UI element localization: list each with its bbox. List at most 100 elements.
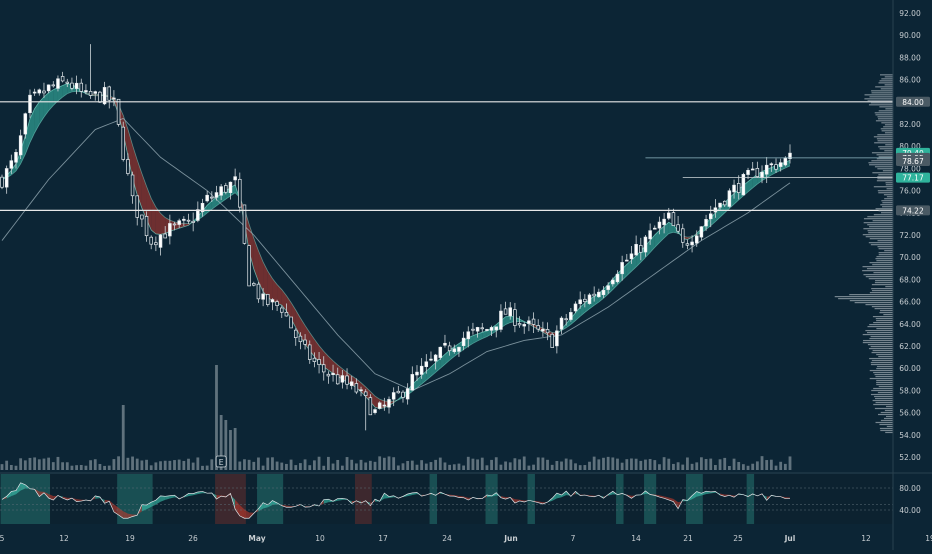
volume-profile-bar [881,420,893,421]
volume-bar [94,459,97,470]
candle-body [388,399,391,407]
candle-body [719,203,722,207]
x-tick-label: May [248,534,265,543]
volume-profile-bar [876,120,893,121]
volume-bar [71,466,74,470]
volume-profile-bar [871,102,893,103]
volume-profile-bar [876,208,893,209]
candle-body [448,346,451,351]
volume-profile-bar [879,82,893,83]
volume-bar [500,465,503,470]
volume-bar [257,458,260,470]
candle-body [411,374,414,390]
volume-profile-bar [850,300,893,301]
volume-profile-bar [871,90,893,91]
oscillator-zone [486,474,498,524]
candle-body [495,327,498,330]
candle-body [667,213,670,218]
volume-profile-bar [873,404,893,405]
candle-body [537,326,540,330]
candle-body [341,376,344,383]
candle-body [593,294,596,296]
volume-bar [625,459,628,470]
candle-body [369,398,372,415]
volume-bar [681,465,684,470]
volume-bar [187,459,190,470]
volume-bar [728,466,731,470]
volume-bar [476,459,479,470]
candle-body [159,235,162,247]
volume-profile-bar [872,360,893,361]
volume-bar [238,462,241,470]
volume-profile-bar [879,252,893,253]
volume-bar [10,465,13,470]
candle-body [639,245,642,252]
volume-bar [33,457,36,470]
candle-body [318,359,321,364]
candle-body [514,310,517,326]
candle-body [10,161,13,169]
candle-body [737,183,740,192]
volume-profile-bar [880,74,893,75]
candle-body [220,187,223,196]
candle-body [47,85,50,91]
volume-bar [38,459,41,470]
volume-profile-bar [880,430,893,431]
candle-body [569,312,572,319]
volume-bar [341,466,344,470]
candle-body [621,262,624,273]
volume-bar [5,461,8,470]
candle-body [5,169,8,188]
volume-profile-bar [875,114,893,115]
volume-bar [304,459,307,470]
volume-bar [765,460,768,470]
volume-profile-bar [871,364,893,365]
volume-profile-bar [879,424,893,425]
volume-bar [182,461,185,470]
volume-bar [192,463,195,470]
volume-bar [374,462,377,470]
candle-body [299,336,302,342]
volume-bar [518,459,521,470]
volume-profile-bar [872,264,893,265]
volume-profile-bar [885,432,893,433]
volume-bar [266,458,269,470]
volume-profile-bar [872,92,893,93]
volume-profile-bar [864,222,893,223]
price-tag: 74.22 [896,205,930,215]
candle-body [453,349,456,352]
candle-body [751,169,754,170]
x-tick-label: 10 [315,534,325,543]
volume-bar [113,459,116,470]
candle-body [733,185,736,192]
volume-bar [546,460,549,470]
volume-bar [43,459,46,470]
volume-profile-bar [865,94,893,95]
candle-body [761,172,764,177]
volume-bar [616,459,619,470]
candle-body [541,329,544,331]
volume-profile-bar [875,282,893,283]
volume-bar [346,457,349,470]
volume-bar [527,466,530,470]
volume-bar [406,461,409,470]
candle-body [691,242,694,245]
volume-profile-bar [885,144,893,145]
volume-profile-bar [871,160,893,161]
candle-body [182,219,185,220]
volume-profile-bar [872,284,893,285]
volume-bar [215,365,218,470]
candle-body [677,225,680,231]
candle-body [308,345,311,360]
x-tick-label: Jun [503,534,517,543]
volume-profile-bar [867,326,893,327]
volume-profile-bar [876,354,893,355]
volume-profile-bar [882,206,893,207]
volume-bar [103,466,106,470]
volume-profile-bar [872,290,893,291]
y-tick-label: 72.00 [899,231,921,240]
volume-profile-bar [875,280,893,281]
price-tag: 78.67 [896,156,930,166]
